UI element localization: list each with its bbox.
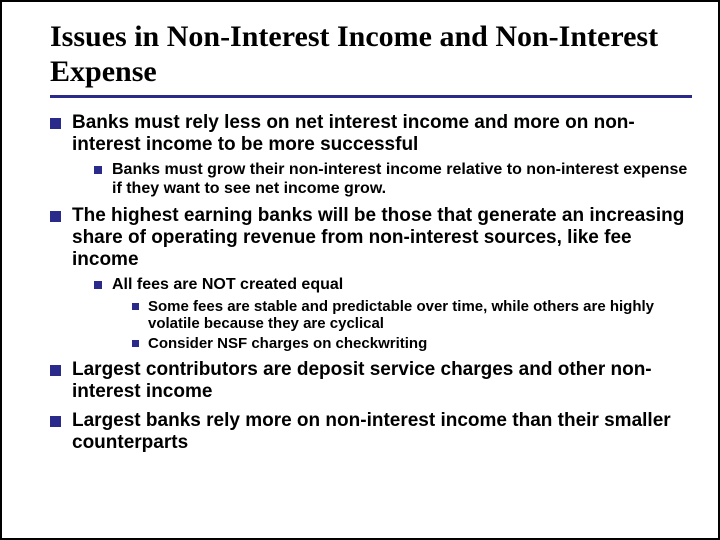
bullet-lvl1: Banks must rely less on net interest inc… xyxy=(50,112,692,199)
bullet-list-lvl2: All fees are NOT created equal Some fees… xyxy=(72,276,692,353)
bullet-text: Banks must rely less on net interest inc… xyxy=(72,112,635,155)
bullet-text: Largest contributors are deposit service… xyxy=(72,359,652,402)
slide: Issues in Non-Interest Income and Non-In… xyxy=(2,2,718,478)
bullet-list-lvl3: Some fees are stable and predictable ove… xyxy=(112,298,692,353)
bullet-text: The highest earning banks will be those … xyxy=(72,205,684,271)
bullet-text: Consider NSF charges on checkwriting xyxy=(148,335,427,352)
bullet-text: Some fees are stable and predictable ove… xyxy=(148,298,654,333)
bullet-list: Banks must rely less on net interest inc… xyxy=(50,112,692,454)
bullet-lvl1: Largest contributors are deposit service… xyxy=(50,359,692,404)
bullet-lvl3: Some fees are stable and predictable ove… xyxy=(132,298,692,333)
bullet-text: Largest banks rely more on non-interest … xyxy=(72,410,671,453)
bullet-lvl2: Banks must grow their non-interest incom… xyxy=(94,161,692,199)
bullet-lvl1: Largest banks rely more on non-interest … xyxy=(50,410,692,455)
bullet-text: All fees are NOT created equal xyxy=(112,276,343,293)
title-underline xyxy=(50,95,692,98)
bullet-text: Banks must grow their non-interest incom… xyxy=(112,161,687,197)
bullet-lvl2: All fees are NOT created equal Some fees… xyxy=(94,276,692,353)
slide-title: Issues in Non-Interest Income and Non-In… xyxy=(50,20,692,89)
bullet-list-lvl2: Banks must grow their non-interest incom… xyxy=(72,161,692,199)
bullet-lvl1: The highest earning banks will be those … xyxy=(50,205,692,353)
bullet-lvl3: Consider NSF charges on checkwriting xyxy=(132,335,692,353)
